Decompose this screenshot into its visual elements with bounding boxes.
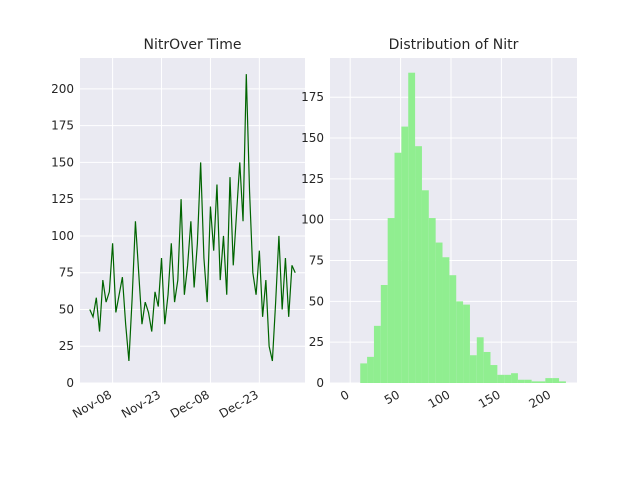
bar	[490, 365, 498, 383]
x-tick-label: 0	[338, 387, 352, 403]
bar	[380, 285, 388, 383]
x-tick-label: Dec-08	[168, 387, 212, 421]
data-line	[89, 74, 296, 362]
y-tick-label: 50	[59, 302, 74, 316]
bar	[559, 381, 566, 383]
y-tick-label: 175	[301, 90, 324, 104]
plot-area	[80, 58, 305, 383]
y-tick-label: 125	[301, 172, 324, 186]
bar	[421, 190, 429, 383]
bar	[401, 126, 409, 384]
chart-title: NitrOver Time	[144, 37, 242, 53]
x-tick-label: 50	[382, 387, 402, 407]
bar	[408, 72, 416, 384]
bar	[449, 275, 457, 383]
bar	[360, 363, 368, 383]
bar	[367, 356, 374, 383]
y-tick-label: 100	[51, 229, 74, 243]
y-tick-label: 75	[309, 254, 324, 268]
y-tick-label: 100	[301, 213, 324, 227]
y-tick-label: 200	[51, 82, 74, 96]
y-tick-label: 50	[309, 294, 324, 308]
y-tick-label: 0	[66, 376, 74, 390]
bar	[387, 218, 395, 383]
bar	[373, 325, 381, 383]
bar	[524, 379, 532, 383]
bar	[415, 146, 422, 383]
bar	[476, 337, 484, 383]
y-tick-label: 75	[59, 266, 74, 280]
bar	[504, 374, 512, 383]
x-tick-label: Nov-08	[70, 387, 114, 420]
bar	[469, 355, 477, 383]
bar	[435, 242, 443, 383]
bar	[538, 381, 546, 383]
bar	[394, 152, 402, 383]
x-tick-label: 150	[476, 387, 503, 411]
bar	[497, 374, 505, 383]
chart-title: Distribution of Nitr	[389, 37, 519, 53]
y-tick-label: 25	[59, 339, 74, 353]
y-tick-label: 0	[316, 376, 324, 390]
x-tick-label: Nov-23	[119, 387, 163, 420]
bar	[483, 351, 491, 383]
bar	[517, 379, 525, 383]
bar	[428, 218, 436, 383]
y-tick-label: 125	[51, 192, 74, 206]
y-tick-label: 175	[51, 119, 74, 133]
bar	[463, 304, 470, 383]
x-tick-label: 100	[426, 387, 453, 411]
y-tick-label: 25	[309, 335, 324, 349]
y-tick-label: 150	[301, 131, 324, 145]
x-tick-label: Dec-23	[217, 387, 261, 421]
bar	[552, 378, 560, 383]
bar	[545, 378, 553, 383]
bar	[442, 257, 450, 383]
x-tick-label: 200	[526, 387, 553, 411]
bar	[456, 301, 464, 383]
y-tick-label: 150	[51, 155, 74, 169]
bar	[511, 373, 518, 383]
bar	[531, 381, 539, 383]
